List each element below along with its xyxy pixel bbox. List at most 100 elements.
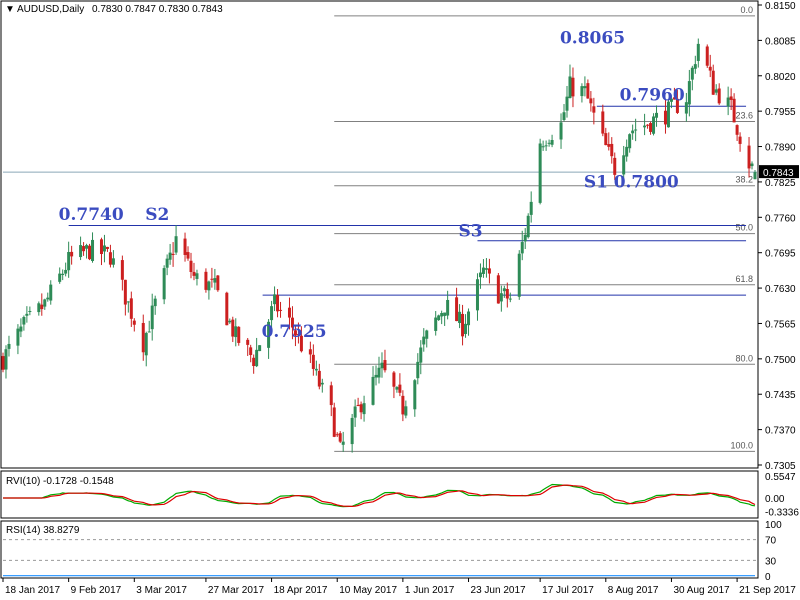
candle-body (234, 326, 238, 338)
candle-body (487, 268, 491, 274)
candle-body (85, 245, 89, 249)
candle-body (341, 441, 345, 445)
x-tick-label: 10 May 2017 (339, 585, 397, 596)
candle (422, 328, 426, 352)
candle (162, 265, 166, 305)
candle (350, 413, 354, 453)
candle (559, 113, 563, 149)
candle (655, 105, 659, 127)
y-tick-label: 0.7760 (765, 213, 796, 224)
candle (228, 318, 232, 324)
candle-body (82, 246, 86, 252)
y-tick-label: 0.8085 (765, 36, 796, 47)
candle (398, 373, 402, 397)
rvi-plot (3, 483, 756, 508)
candle (4, 345, 8, 379)
candle-body (592, 106, 596, 113)
candle-body (538, 143, 542, 203)
candle-body (276, 294, 280, 312)
price-annotation: 0.7960 (620, 85, 685, 105)
candle-body (102, 245, 106, 252)
x-tick-label: 3 Mar 2017 (136, 585, 187, 596)
candle (231, 316, 235, 343)
candle (458, 304, 462, 329)
rsi-tick-label: 100 (765, 520, 782, 531)
candle (299, 326, 303, 353)
candle (144, 331, 148, 367)
candle (446, 290, 450, 320)
candle-body (520, 242, 524, 254)
candle (7, 335, 11, 357)
price-annotation: S2 (145, 205, 169, 225)
candle-body (392, 372, 396, 387)
candle (79, 236, 83, 261)
candle (374, 365, 378, 386)
candle (631, 124, 635, 140)
candle (108, 244, 112, 268)
candle (708, 54, 712, 78)
candle (49, 280, 53, 305)
fib-level-label: 61.8 (735, 274, 753, 284)
candle (252, 354, 256, 374)
candle-body (649, 123, 653, 132)
candle-body (228, 320, 232, 323)
candle-body (711, 70, 715, 95)
candle (225, 291, 229, 326)
price-annotation: 0.7800 (614, 173, 679, 193)
candle-body (416, 361, 420, 379)
candle-body (91, 239, 95, 261)
candle (22, 315, 26, 331)
candle-body (279, 309, 283, 311)
candle-body (249, 347, 253, 356)
candle-body (705, 46, 709, 66)
candle (317, 363, 321, 390)
candle (332, 402, 336, 438)
candle (25, 306, 29, 323)
candle-body (377, 367, 381, 378)
candle-body (371, 376, 375, 405)
candle-body (317, 370, 321, 387)
candle-body (129, 298, 133, 319)
collapse-arrow-icon[interactable]: ▼ (5, 4, 15, 15)
candle-body (46, 297, 50, 300)
candle-body (413, 380, 417, 410)
candle (467, 308, 471, 336)
candle (216, 275, 220, 292)
candle (195, 269, 199, 286)
candle-body (216, 275, 220, 291)
candle (714, 84, 718, 96)
candle-body (568, 76, 572, 99)
candle-body (622, 155, 626, 175)
candle-body (192, 271, 196, 276)
x-tick-label: 8 Aug 2017 (608, 585, 659, 596)
candle-body (19, 326, 23, 332)
candle (726, 86, 730, 116)
candle (562, 104, 566, 122)
candle-body (464, 323, 468, 335)
candle (523, 228, 527, 250)
candle (475, 273, 479, 321)
y-tick-label: 0.7630 (765, 284, 796, 295)
candle (696, 38, 700, 68)
candle (496, 272, 500, 304)
x-tick-label: 9 Feb 2017 (71, 585, 122, 596)
candle-body (120, 260, 124, 280)
candle-body (461, 313, 465, 337)
candle-body (652, 116, 656, 134)
candle-body (299, 335, 303, 352)
candle-body (374, 374, 378, 378)
candle-body (580, 86, 584, 97)
candle-body (252, 357, 256, 367)
price-plot: 0.0 23.6 38.2 50.0 61.8 80.0 100.0 0.8065 0.7960… (1, 5, 757, 453)
candle-body (37, 303, 41, 313)
candle-body (458, 311, 462, 323)
candle (404, 400, 408, 419)
fib-level-label: 100.0 (730, 440, 753, 450)
candle-body (404, 406, 408, 416)
rvi-tick-label: -0.3336 (765, 507, 799, 518)
y-tick-label: 0.8150 (765, 1, 796, 12)
x-tick-label: 18 Jan 2017 (5, 585, 60, 596)
candle (538, 138, 542, 205)
candle (353, 399, 357, 427)
candle-body (735, 125, 739, 135)
